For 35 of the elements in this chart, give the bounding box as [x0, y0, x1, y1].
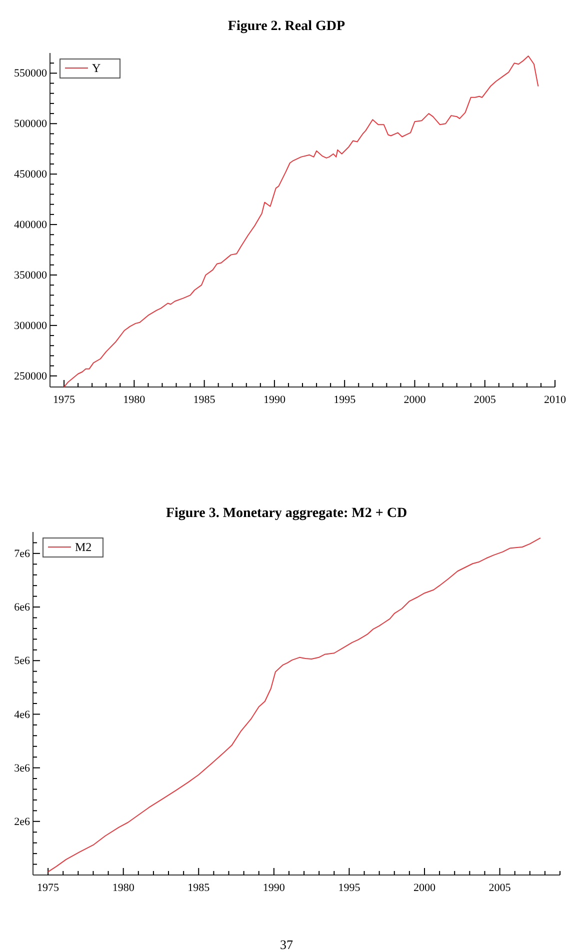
- y-tick-label: 350000: [14, 270, 48, 282]
- x-tick-label: 1990: [262, 882, 286, 894]
- y-tick-label: 3e6: [14, 762, 30, 774]
- chart-title: Figure 3. Monetary aggregate: M2 + CD: [166, 506, 408, 521]
- y-tick-label: 5e6: [14, 655, 30, 668]
- y-tick-label: 450000: [14, 168, 48, 181]
- x-tick-label: 1980: [123, 394, 146, 406]
- x-tick-label: 1995: [338, 882, 361, 894]
- legend-label: M2: [75, 540, 92, 554]
- chart-title: Figure 2. Real GDP: [228, 19, 346, 34]
- x-tick-label: 1985: [193, 394, 216, 406]
- y-tick-label: 550000: [14, 68, 48, 80]
- x-tick-label: 2010: [544, 394, 566, 406]
- y-tick-label: 400000: [14, 219, 48, 232]
- x-tick-label: 2005: [488, 882, 512, 894]
- y-tick-label: 500000: [14, 118, 48, 130]
- x-tick-label: 1990: [263, 394, 286, 406]
- x-tick-label: 1975: [37, 882, 60, 894]
- x-tick-label: 2000: [413, 882, 436, 894]
- y-tick-label: 6e6: [14, 602, 30, 614]
- line-series: [64, 56, 539, 388]
- text: 37: [280, 937, 294, 952]
- y-tick-label: 4e6: [14, 708, 30, 721]
- y-tick-label: 250000: [14, 370, 48, 382]
- y-tick-label: 7e6: [14, 548, 30, 560]
- x-tick-label: 1980: [112, 882, 135, 894]
- y-tick-label: 300000: [14, 320, 48, 332]
- legend-label: Y: [92, 61, 101, 75]
- x-tick-label: 2005: [474, 394, 496, 406]
- x-tick-label: 1995: [334, 394, 356, 406]
- x-tick-label: 2000: [404, 394, 426, 406]
- y-tick-label: 2e6: [14, 816, 30, 828]
- x-tick-label: 1975: [53, 394, 76, 406]
- x-tick-label: 1985: [188, 882, 210, 894]
- line-series: [48, 537, 541, 872]
